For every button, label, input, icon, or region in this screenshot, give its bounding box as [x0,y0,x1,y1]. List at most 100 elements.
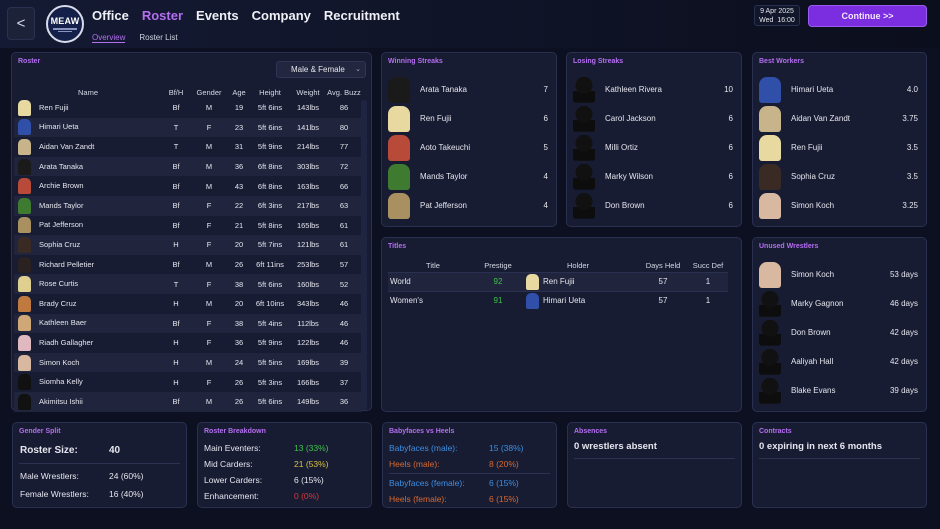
wrestler-name[interactable]: Sophia Cruz [39,239,81,249]
stat-value: 6 (15%) [489,493,519,504]
roster-row[interactable]: Ren Fujii Bf M 19 5ft 6ins 143lbs 86 [14,98,362,118]
subnav-overview[interactable]: Overview [92,33,126,43]
wrestler-avatar [388,105,410,132]
roster-row[interactable]: Riadh Gallagher H F 36 5ft 9ins 122lbs 46 [14,333,362,353]
wrestler-avatar [18,334,31,351]
age-cell: 36 [234,338,244,348]
gender-filter-select[interactable]: Male & Female ⌄ [276,61,366,78]
wrestler-name[interactable]: Simon Koch [39,357,80,367]
stat-label: Mid Carders: [204,459,253,469]
roster-row[interactable]: Rose Curtis T F 38 5ft 6ins 160lbs 52 [14,274,362,294]
age-cell: 20 [228,235,250,255]
height-cell: 5ft 9ins [257,142,283,152]
roster-row[interactable]: Arata Tanaka Bf M 36 6ft 8ins 303lbs 72 [14,156,362,177]
roster-row[interactable]: Akimitsu Ishii Bf M 26 5ft 6ins 149lbs 36 [14,391,362,412]
roster-row[interactable]: Archie Brown Bf M 43 6ft 8ins 163lbs 66 [14,176,362,196]
roster-row[interactable]: Mands Taylor Bf F 22 6ft 3ins 217lbs 63 [14,195,362,216]
roster-row[interactable]: Sophia Cruz H F 20 5ft 7ins 121lbs 61 [14,235,362,255]
titles-table: Title Prestige Holder Days Held Succ Def… [388,260,728,310]
nav-office[interactable]: Office [92,8,129,23]
list-item[interactable]: Ren Fujii 3.5 [759,133,918,162]
list-item[interactable]: Pat Jefferson 4 [388,191,548,220]
list-item[interactable]: Simon Koch 3.25 [759,191,918,220]
list-item[interactable]: Ren Fujii 6 [388,104,548,133]
roster-table: Name Bf/H Gender Age Height Weight Avg. … [14,87,362,412]
wrestler-name[interactable]: Kathleen Baer [39,318,87,328]
list-item[interactable]: Simon Koch 53 days [759,260,918,289]
bfh-cell: Bf [172,103,180,113]
wrestler-name[interactable]: Richard Pelletier [39,259,95,269]
list-item[interactable]: Himari Ueta 4.0 [759,75,918,104]
list-item[interactable]: Blake Evans 39 days [759,376,918,405]
wrestler-name[interactable]: Pat Jefferson [39,220,84,230]
wrestler-name[interactable]: Himari Ueta [39,122,79,132]
gender-cell: F [206,338,212,348]
col-name[interactable]: Name [77,88,98,97]
wrestler-name[interactable]: Akimitsu Ishii [39,396,83,406]
col-age[interactable]: Age [232,88,246,97]
title-row[interactable]: World 92 Ren Fujii 57 1 [388,271,728,291]
col-buzz[interactable]: Avg. Buzz [327,88,361,97]
nav-recruitment[interactable]: Recruitment [323,8,400,23]
weight-cell: 303lbs [290,156,326,177]
roster-row[interactable]: Brady Cruz H M 20 6ft 10ins 343lbs 46 [14,294,362,314]
list-item[interactable]: Mands Taylor 4 [388,162,548,191]
back-button[interactable]: < [7,7,35,40]
nav-roster[interactable]: Roster [141,8,184,23]
roster-row[interactable]: Kathleen Baer Bf F 38 5ft 4ins 112lbs 46 [14,313,362,334]
wrestler-name[interactable]: Archie Brown [39,181,84,191]
roster-row[interactable]: Himari Ueta T F 23 5ft 6ins 141lbs 80 [14,117,362,138]
wrestler-name[interactable]: Brady Cruz [39,298,77,308]
col-gender[interactable]: Gender [196,88,222,97]
list-item[interactable]: Carol Jackson 6 [573,104,733,133]
col-bfh[interactable]: Bf/H [168,88,184,97]
list-item[interactable]: Aaliyah Hall 42 days [759,347,918,376]
subnav-roster-list[interactable]: Roster List [139,33,178,42]
col-weight[interactable]: Weight [296,88,320,97]
list-item[interactable]: Milli Ortiz 6 [573,133,733,162]
wrestler-name[interactable]: Aidan Van Zandt [39,141,95,151]
wrestler-name[interactable]: Mands Taylor [39,200,84,210]
list-item[interactable]: Arata Tanaka 7 [388,75,548,104]
wrestler-avatar [18,374,31,391]
continue-button[interactable]: Continue >> [808,5,927,27]
list-item[interactable]: Aidan Van Zandt 3.75 [759,104,918,133]
wrestler-name: Ren Fujii [791,143,823,152]
wrestler-avatar [18,393,31,410]
wrestler-name[interactable]: Riadh Gallagher [39,337,94,347]
gender-cell: F [190,274,228,294]
nav-events[interactable]: Events [196,8,239,23]
height-cell: 6ft 8ins [250,156,290,177]
list-item[interactable]: Sophia Cruz 3.5 [759,162,918,191]
wrestler-avatar [759,319,781,346]
list-item[interactable]: Don Brown 6 [573,191,733,220]
wrestler-avatar [388,192,410,219]
gender-cell: F [190,235,228,255]
wrestler-avatar [18,295,31,312]
list-item[interactable]: Marky Gagnon 46 days [759,289,918,318]
roster-row[interactable]: Simon Koch H M 24 5ft 5ins 169lbs 39 [14,352,362,373]
list-item[interactable]: Kathleen Rivera 10 [573,75,733,104]
panel-title: Absences [574,428,608,435]
list-item[interactable]: Aoto Takeuchi 5 [388,133,548,162]
list-item[interactable]: Don Brown 42 days [759,318,918,347]
col-height[interactable]: Height [259,88,281,97]
roster-scrollbar[interactable] [361,100,367,410]
roster-row[interactable]: Pat Jefferson Bf F 21 5ft 8ins 165lbs 61 [14,216,362,236]
roster-row[interactable]: Richard Pelletier Bf M 26 6ft 11ins 253lbs 57 [14,255,362,275]
roster-row[interactable]: Aidan Van Zandt T M 31 5ft 9ins 214lbs 77 [14,137,362,157]
bfh-cell: Bf [162,195,190,216]
wrestler-avatar [18,354,31,371]
list-item[interactable]: Marky Wilson 6 [573,162,733,191]
title-row[interactable]: Women's 91 Himari Ueta 57 1 [388,290,728,310]
item-value: 53 days [889,270,918,279]
weight-cell: 122lbs [296,338,320,348]
wrestler-name[interactable]: Siomha Kelly [39,377,83,387]
wrestler-name[interactable]: Rose Curtis [39,279,79,289]
nav-company[interactable]: Company [251,8,311,23]
wrestler-name[interactable]: Arata Tanaka [39,161,84,171]
roster-row[interactable]: Siomha Kelly H F 26 5ft 3ins 166lbs 37 [14,372,362,392]
buzz-cell: 61 [339,220,349,230]
wrestler-name[interactable]: Ren Fujii [39,102,69,112]
height-cell: 5ft 6ins [250,391,290,412]
